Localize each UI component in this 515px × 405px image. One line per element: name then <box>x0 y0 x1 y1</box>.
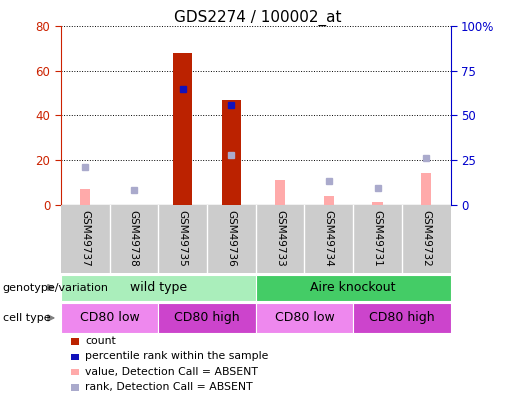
Text: GSM49734: GSM49734 <box>324 210 334 267</box>
Text: CD80 high: CD80 high <box>174 311 240 324</box>
Text: cell type: cell type <box>3 313 50 323</box>
Bar <box>275 180 285 205</box>
Bar <box>71 384 79 391</box>
Text: CD80 low: CD80 low <box>80 311 140 324</box>
Text: percentile rank within the sample: percentile rank within the sample <box>85 352 269 361</box>
Bar <box>71 354 79 360</box>
Bar <box>61 275 255 301</box>
Text: count: count <box>85 336 116 346</box>
Text: GSM49735: GSM49735 <box>178 210 187 267</box>
Text: GDS2274 / 100002_at: GDS2274 / 100002_at <box>174 10 341 26</box>
Bar <box>255 303 353 333</box>
Bar <box>71 338 79 345</box>
Bar <box>324 196 334 205</box>
Text: CD80 low: CD80 low <box>274 311 334 324</box>
Bar <box>372 202 383 205</box>
Bar <box>421 173 432 205</box>
Text: genotype/variation: genotype/variation <box>3 283 109 292</box>
Bar <box>222 100 241 205</box>
Text: wild type: wild type <box>130 281 187 294</box>
Bar <box>174 53 192 205</box>
Bar <box>80 189 90 205</box>
Text: value, Detection Call = ABSENT: value, Detection Call = ABSENT <box>85 367 259 377</box>
Text: CD80 high: CD80 high <box>369 311 435 324</box>
Text: Aire knockout: Aire knockout <box>311 281 396 294</box>
Text: rank, Detection Call = ABSENT: rank, Detection Call = ABSENT <box>85 382 253 392</box>
Bar <box>158 303 255 333</box>
Bar <box>71 369 79 375</box>
Text: GSM49732: GSM49732 <box>421 210 431 267</box>
Text: GSM49731: GSM49731 <box>372 210 383 267</box>
Text: GSM49733: GSM49733 <box>275 210 285 267</box>
Text: GSM49736: GSM49736 <box>226 210 236 267</box>
Bar <box>353 303 451 333</box>
Text: GSM49738: GSM49738 <box>129 210 139 267</box>
Bar <box>61 303 158 333</box>
Text: GSM49737: GSM49737 <box>80 210 90 267</box>
Bar <box>255 275 451 301</box>
